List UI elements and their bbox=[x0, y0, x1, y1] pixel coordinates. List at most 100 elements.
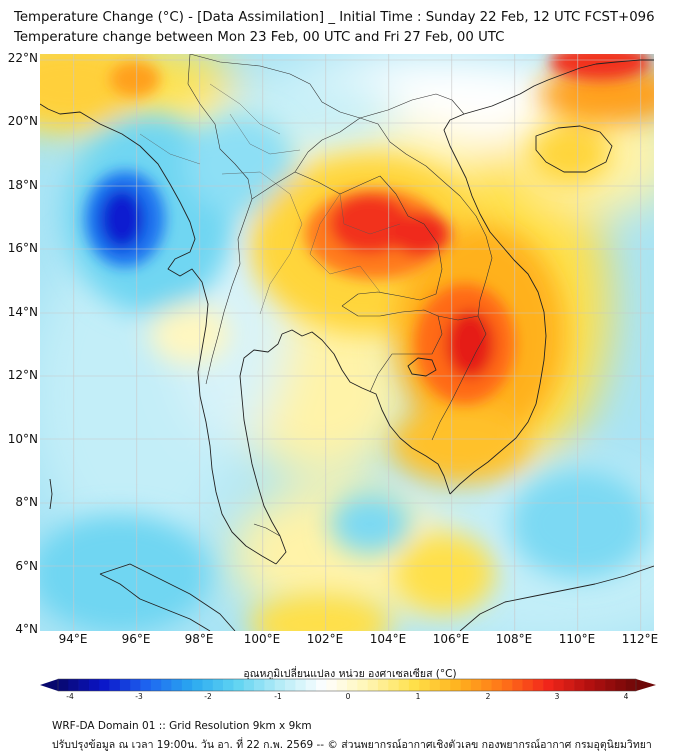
colorbar-cell bbox=[295, 679, 307, 691]
colorbar-cell bbox=[88, 679, 100, 691]
colorbar-cell bbox=[501, 679, 513, 691]
colorbar-cell bbox=[99, 679, 110, 691]
colorbar-cell bbox=[450, 679, 461, 691]
colorbar-cell bbox=[377, 679, 389, 691]
colorbar-cell bbox=[574, 679, 585, 691]
colorbar-tick: -1 bbox=[274, 692, 282, 701]
colorbar-cell bbox=[408, 679, 420, 691]
lon-label: 106°E bbox=[432, 632, 470, 646]
colorbar-cell bbox=[357, 679, 368, 691]
lat-label: 18°N bbox=[7, 178, 38, 192]
coastlines bbox=[40, 59, 654, 631]
colorbar-tick: 2 bbox=[485, 692, 491, 701]
colorbar-tick: 1 bbox=[415, 692, 421, 701]
colorbar-cell bbox=[470, 679, 482, 691]
colorbar-cell bbox=[326, 679, 337, 691]
colorbar-cell bbox=[512, 679, 523, 691]
country-borders bbox=[139, 54, 493, 537]
colorbar-cell bbox=[522, 679, 534, 691]
lon-label: 94°E bbox=[58, 632, 88, 646]
colorbar-cell bbox=[171, 679, 183, 691]
colorbar-min-arrow bbox=[40, 679, 58, 691]
footer-credit: ปรับปรุงข้อมูล ณ เวลา 19:00น. วัน อา. ที… bbox=[52, 739, 652, 751]
lat-label: 4°N bbox=[15, 622, 38, 636]
lon-label: 110°E bbox=[558, 632, 596, 646]
lat-label: 20°N bbox=[7, 114, 38, 128]
colorbar-cell bbox=[119, 679, 131, 691]
colorbar-cell bbox=[316, 679, 327, 691]
map-title: Temperature Change (°C) - [Data Assimila… bbox=[14, 10, 655, 25]
colorbar-cell bbox=[563, 679, 575, 691]
colorbar-cell bbox=[481, 679, 492, 691]
colorbar-cell bbox=[367, 679, 379, 691]
colorbar-tick: 3 bbox=[554, 692, 560, 701]
lon-label: 104°E bbox=[369, 632, 407, 646]
lon-label: 112°E bbox=[621, 632, 659, 646]
colorbar-cell bbox=[109, 679, 121, 691]
colorbar-cell bbox=[625, 679, 637, 691]
colorbar-cell bbox=[543, 679, 554, 691]
colorbar-cell bbox=[336, 679, 348, 691]
colorbar-cell bbox=[274, 679, 286, 691]
lat-label: 12°N bbox=[7, 368, 38, 382]
graticule bbox=[40, 54, 654, 631]
colorbar-outline bbox=[57, 678, 637, 692]
colorbar-cell bbox=[605, 679, 616, 691]
colorbar-cell bbox=[181, 679, 193, 691]
colorbar-cell bbox=[388, 679, 399, 691]
map-canvas bbox=[40, 54, 654, 631]
colorbar-cell bbox=[68, 679, 79, 691]
colorbar-cell bbox=[594, 679, 606, 691]
colorbar-tick: 4 bbox=[623, 692, 629, 701]
colorbar-cell bbox=[305, 679, 317, 691]
colorbar-tick: -3 bbox=[135, 692, 143, 701]
lon-label: 100°E bbox=[243, 632, 281, 646]
temperature-field-extremes bbox=[85, 54, 650, 404]
colorbar-cell bbox=[223, 679, 234, 691]
lat-label: 10°N bbox=[7, 432, 38, 446]
colorbar-cell bbox=[398, 679, 410, 691]
colorbar-title: อุณหภูมิเปลี่ยนแปลง หน่วย องศาเซลเซียส (… bbox=[243, 668, 457, 680]
colorbar-cell bbox=[285, 679, 296, 691]
colorbar bbox=[40, 678, 656, 692]
colorbar-cell bbox=[243, 679, 255, 691]
colorbar-cell bbox=[130, 679, 141, 691]
lat-label: 8°N bbox=[15, 495, 38, 509]
map-subtitle: Temperature change between Mon 23 Feb, 0… bbox=[14, 30, 505, 45]
colorbar-cell bbox=[439, 679, 451, 691]
colorbar-cell bbox=[78, 679, 90, 691]
colorbar-max-arrow bbox=[636, 679, 656, 691]
colorbar-cell bbox=[254, 679, 265, 691]
colorbar-cell bbox=[233, 679, 245, 691]
colorbar-cell bbox=[532, 679, 544, 691]
colorbar-tick: 0 bbox=[345, 692, 351, 701]
colorbar-cell bbox=[615, 679, 626, 691]
lat-label: 14°N bbox=[7, 305, 38, 319]
colorbar-cell bbox=[347, 679, 358, 691]
lon-label: 102°E bbox=[306, 632, 344, 646]
colorbar-cell bbox=[161, 679, 172, 691]
colorbar-tick: -4 bbox=[66, 692, 74, 701]
colorbar-cell bbox=[202, 679, 214, 691]
colorbar-cell bbox=[192, 679, 203, 691]
colorbar-cell bbox=[491, 679, 503, 691]
colorbar-tick: -2 bbox=[204, 692, 212, 701]
lon-label: 108°E bbox=[495, 632, 533, 646]
footer-model-info: WRF-DA Domain 01 :: Grid Resolution 9km … bbox=[52, 720, 312, 732]
colorbar-cell bbox=[460, 679, 472, 691]
lon-label: 98°E bbox=[184, 632, 214, 646]
colorbar-cell bbox=[150, 679, 162, 691]
colorbar-cell bbox=[553, 679, 565, 691]
colorbar-cell bbox=[264, 679, 276, 691]
colorbar-cell bbox=[429, 679, 441, 691]
colorbar-cell bbox=[419, 679, 430, 691]
colorbar-cell bbox=[58, 679, 69, 691]
lat-label: 22°N bbox=[7, 51, 38, 65]
colorbar-cell bbox=[140, 679, 152, 691]
lon-label: 96°E bbox=[121, 632, 151, 646]
colorbar-cell bbox=[212, 679, 224, 691]
lat-label: 16°N bbox=[7, 241, 38, 255]
lat-label: 6°N bbox=[15, 559, 38, 573]
temperature-change-map bbox=[40, 54, 654, 631]
colorbar-cell bbox=[584, 679, 596, 691]
